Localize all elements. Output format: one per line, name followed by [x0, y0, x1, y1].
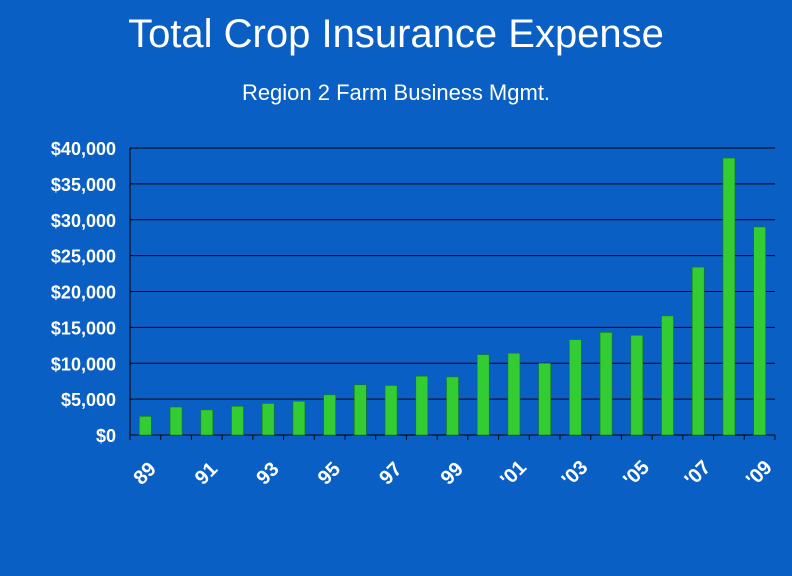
bar [446, 376, 459, 436]
y-tick-label: $5,000 [61, 390, 116, 410]
x-tick-label: '07 [681, 456, 716, 491]
x-tick-label: '01 [496, 456, 531, 491]
x-tick-label: '09 [742, 456, 777, 491]
bar [139, 416, 152, 436]
bar [231, 405, 244, 436]
x-tick-label: 93 [252, 458, 283, 489]
bar [354, 384, 367, 436]
bar [200, 409, 214, 436]
bar [415, 375, 429, 436]
y-tick-label: $35,000 [51, 175, 116, 195]
bar [169, 406, 183, 436]
x-tick-label: 95 [314, 458, 345, 489]
bar [569, 339, 582, 436]
x-tick-label: 89 [129, 458, 160, 489]
x-tick-label: 99 [437, 458, 468, 489]
bar [507, 352, 521, 436]
y-tick-label: $15,000 [51, 318, 116, 338]
y-tick-label: $20,000 [51, 283, 116, 303]
y-tick-label: $40,000 [51, 139, 116, 159]
y-tick-label: $10,000 [51, 354, 116, 374]
bar [538, 362, 551, 436]
bar [753, 226, 766, 436]
x-tick-label: '03 [558, 456, 593, 491]
y-tick-label: $0 [96, 426, 116, 446]
bar [323, 394, 336, 436]
bar [691, 266, 705, 436]
bar [630, 334, 644, 436]
chart-subtitle: Region 2 Farm Business Mgmt. [241, 80, 551, 105]
chart-title: Total Crop Insurance Expense [128, 12, 664, 56]
bar [292, 400, 306, 436]
bar [722, 157, 736, 436]
bar [661, 315, 674, 436]
bar [384, 385, 398, 436]
x-tick-label: '05 [619, 456, 654, 491]
y-tick-label: $25,000 [51, 247, 116, 267]
bar [599, 332, 613, 436]
x-tick-label: 91 [191, 458, 222, 489]
bar [476, 354, 490, 436]
x-tick-label: 97 [375, 458, 406, 489]
bar [261, 403, 275, 436]
y-tick-label: $30,000 [51, 211, 116, 231]
